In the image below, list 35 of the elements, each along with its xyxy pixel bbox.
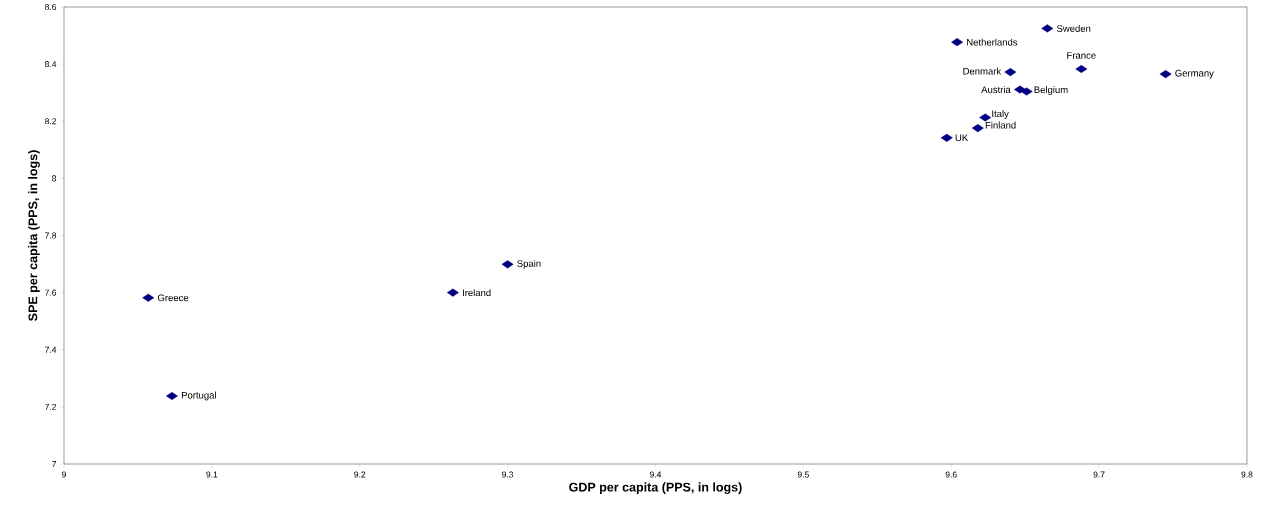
annotation: Greece: [157, 294, 189, 302]
x-tick-label: 9.2: [354, 471, 366, 478]
x-tick-label: 9.1: [206, 471, 218, 478]
y-tick-label: 8.6: [45, 3, 57, 10]
y-tick-label: 7.4: [45, 346, 57, 353]
x-tick-label: 9.5: [797, 471, 809, 478]
annotation: Portugal: [181, 391, 216, 401]
y-tick-label: 7.8: [45, 232, 57, 239]
y-tick-label: 8.2: [45, 118, 57, 125]
x-tick-label: 9.4: [649, 471, 662, 478]
y-axis-title: SPE per capita (PPS, in logs): [28, 150, 40, 321]
annotation: Spain: [517, 259, 541, 269]
y-tick-label: 8.4: [45, 61, 57, 68]
y-tick-label: 7.6: [45, 289, 57, 296]
annotation: Belgium: [1034, 86, 1068, 95]
point: [166, 392, 178, 401]
x-tick-label: 9.3: [502, 471, 514, 478]
annotation: Ireland: [462, 289, 491, 297]
x-tick-label: 9.6: [945, 471, 957, 478]
annotation: Finland: [985, 121, 1016, 129]
x-axis-title: GDP per capita (PPS, in logs): [569, 482, 742, 495]
annotation: Netherlands: [967, 38, 1018, 46]
x-tick-label: 9.8: [1241, 471, 1253, 478]
annotation: Italy: [992, 110, 1009, 119]
annotation: Austria: [981, 86, 1011, 94]
annotation: Germany: [1175, 69, 1214, 79]
x-tick-label: 9.7: [1093, 471, 1105, 478]
annotation: Denmark: [963, 67, 1002, 75]
annotation: Sweden: [1056, 24, 1091, 32]
y-tick-label: 7: [52, 461, 57, 467]
annotation: UK: [955, 134, 969, 142]
y-tick-label: 8: [52, 175, 57, 182]
y-tick-label: 7.2: [45, 403, 57, 410]
x-tick-label: 9: [62, 471, 66, 478]
annotation: France: [1067, 52, 1096, 59]
